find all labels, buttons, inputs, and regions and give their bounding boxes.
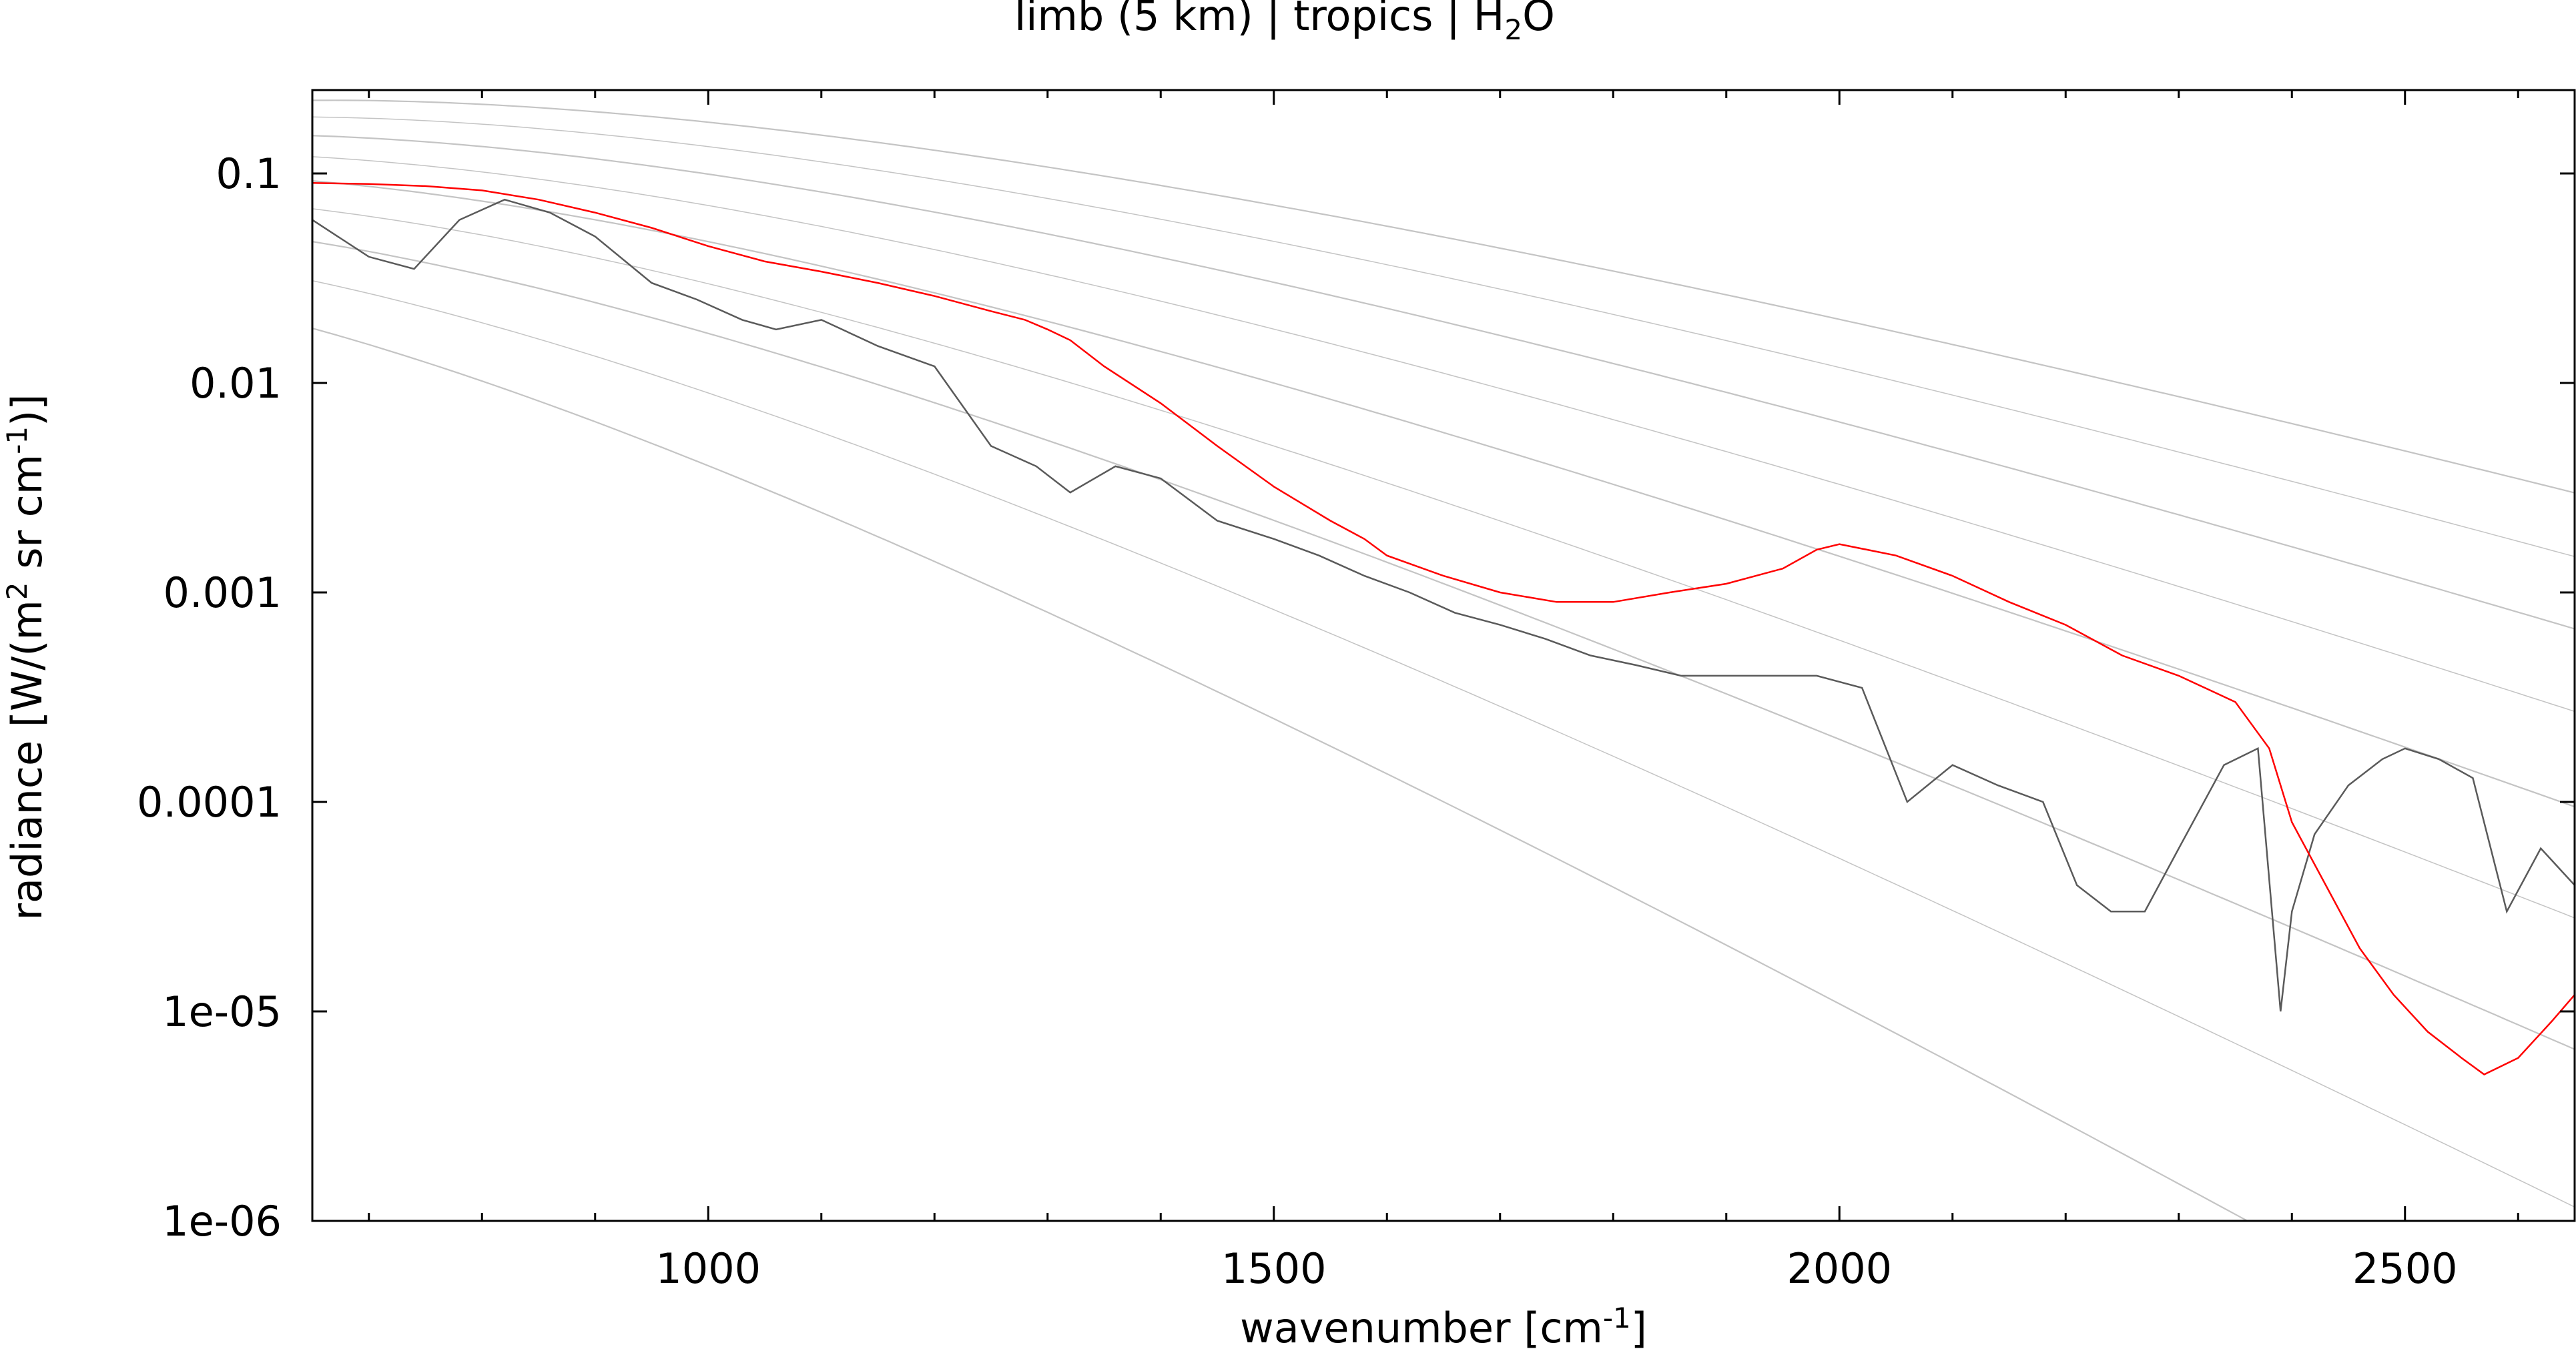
series-line-0: [312, 198, 2575, 1012]
reference-curves: [312, 99, 2575, 1221]
y-tick-label-0.01: 0.01: [190, 359, 282, 408]
reference-curve-200: [312, 280, 2575, 1208]
y-tick-label-1e-06: 1e-06: [162, 1197, 282, 1246]
reference-curve-220: [312, 241, 2575, 1050]
reference-curve-260: [312, 180, 2575, 808]
y-axis-label: radiance [W/(m2 sr cm-1)]: [1, 394, 51, 921]
y-tick-label-0.1: 0.1: [216, 149, 282, 198]
y-tick-label-1e-05: 1e-05: [162, 987, 282, 1036]
y-tick-label-0.0001: 0.0001: [137, 778, 282, 827]
x-axis-ticks: 1000 1500 2000 2500: [368, 90, 2519, 1293]
x-tick-label-2500: 2500: [2352, 1244, 2458, 1293]
x-tick-label-1000: 1000: [655, 1244, 761, 1293]
x-tick-label-1500: 1500: [1221, 1244, 1327, 1293]
reference-curve-280: [312, 156, 2575, 713]
reference-curve-180: [312, 328, 2250, 1221]
x-tick-label-2000: 2000: [1787, 1244, 1892, 1293]
reference-curve-300: [312, 135, 2575, 630]
chart-title: limb (5 km) | tropics | H2O: [1014, 0, 1555, 46]
reference-curve-320: [312, 116, 2575, 557]
reference-curve-340: [312, 99, 2575, 494]
x-axis-label: wavenumber [cm-1]: [1240, 1302, 1647, 1352]
series-line-1: [312, 182, 2575, 1075]
reference-curve-240: [312, 208, 2575, 919]
plot-frame: [311, 89, 2576, 1222]
y-axis-ticks: 0.1 0.01 0.001 0.0001 1e-05 1e-06: [137, 149, 2575, 1246]
series-layer: [312, 182, 2575, 1075]
y-tick-label-0.001: 0.001: [164, 568, 282, 617]
